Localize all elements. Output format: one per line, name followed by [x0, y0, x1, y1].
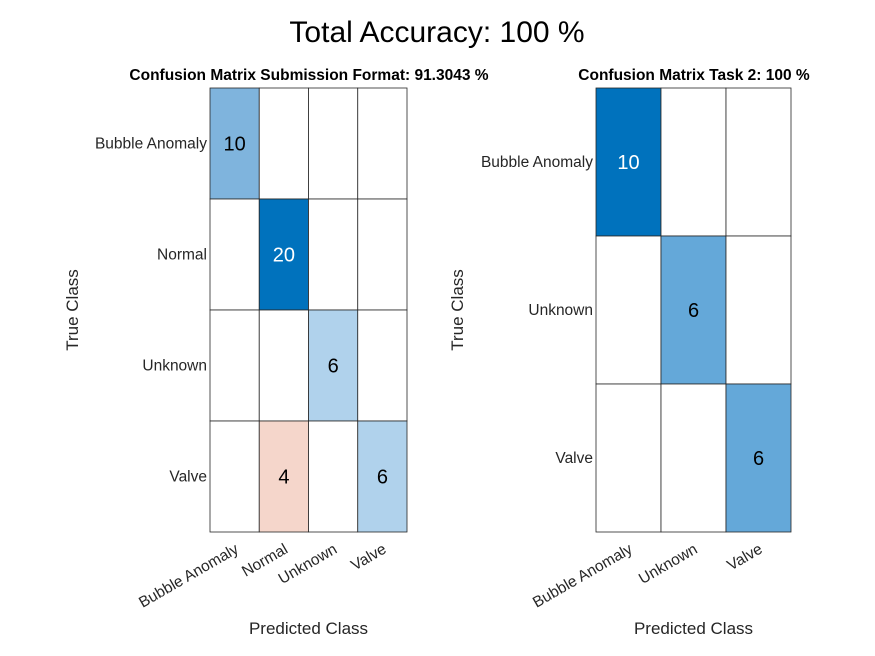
x-tick-label: Bubble Anomaly [530, 541, 636, 612]
matrix-title: Confusion Matrix Submission Format: 91.3… [129, 67, 488, 84]
x-axis-label: Predicted Class [249, 619, 368, 638]
cell-value-label: 6 [753, 448, 764, 470]
matrix-cell [725, 235, 792, 385]
x-axis-label: Predicted Class [634, 619, 753, 638]
y-tick-label: Unknown [142, 358, 207, 375]
matrix-cell [357, 420, 408, 533]
matrix-cell [209, 87, 260, 200]
matrix-title: Confusion Matrix Task 2: 100 % [578, 67, 810, 84]
y-tick-label: Bubble Anomaly [481, 154, 593, 171]
y-tick-label: Bubble Anomaly [95, 136, 207, 153]
cell-value-label: 10 [617, 152, 639, 174]
cell-value-label: 20 [273, 245, 295, 267]
cell-value-label: 10 [224, 134, 246, 156]
matrix-cell [660, 235, 727, 385]
matrix-cell [725, 87, 792, 237]
cell-value-label: 6 [328, 356, 339, 378]
x-tick-label: Unknown [636, 541, 700, 588]
matrix-cell [660, 87, 727, 237]
confusion-matrix-1: 10 20 6 4 6 Confusion Matrix Submission Forma… [63, 67, 489, 638]
cell-value-label: 4 [278, 467, 289, 489]
matrix-cell [725, 383, 792, 533]
y-axis-label: True Class [63, 269, 82, 351]
x-tick-label: Valve [348, 541, 389, 575]
matrix-cell [209, 309, 260, 422]
y-tick-label: Valve [169, 469, 207, 486]
matrix-cell [209, 420, 260, 533]
matrix-cell [308, 309, 359, 422]
matrix-cell [660, 383, 727, 533]
matrix-cell [595, 87, 662, 237]
cell-value-label: 6 [377, 467, 388, 489]
confusion-matrices: 10 20 6 4 6 Confusion Matrix Submission Forma… [63, 67, 810, 638]
matrix-cell [357, 309, 408, 422]
y-tick-label: Valve [555, 450, 593, 467]
matrix-cell [308, 198, 359, 311]
matrix-cell [357, 87, 408, 200]
matrix-cell [258, 198, 309, 311]
y-tick-label: Unknown [528, 302, 593, 319]
cell-value-label: 6 [688, 300, 699, 322]
matrix-cell [308, 87, 359, 200]
x-tick-label: Valve [724, 541, 765, 575]
matrix-cell [308, 420, 359, 533]
matrix-cell [357, 198, 408, 311]
matrix-cell [258, 309, 309, 422]
confusion-matrix-2: 10 6 6 Confusion Matrix Task 2: 100 % Bubble… [448, 67, 810, 638]
figure-title: Total Accuracy: 100 % [289, 16, 584, 49]
y-tick-label: Normal [157, 247, 207, 264]
matrix-cell [258, 420, 309, 533]
matrix-cell [595, 235, 662, 385]
y-axis-label: True Class [448, 269, 467, 351]
matrix-cell [595, 383, 662, 533]
matrix-cell [258, 87, 309, 200]
x-tick-label: Bubble Anomaly [136, 541, 242, 612]
matrix-cell [209, 198, 260, 311]
